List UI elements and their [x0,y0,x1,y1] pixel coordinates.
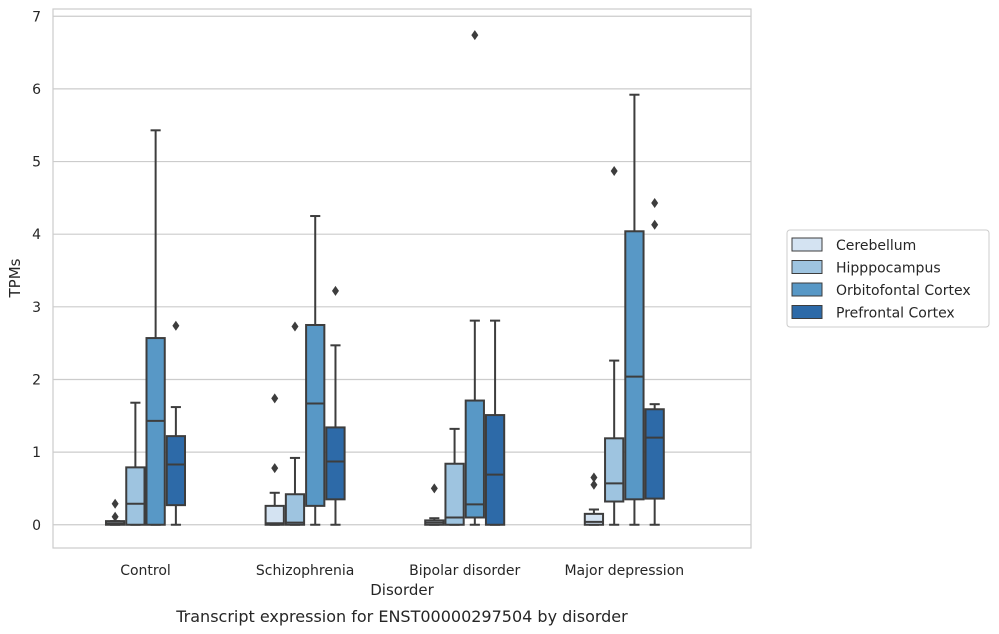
box [464,399,485,519]
outlier-point [651,197,659,208]
outlier-point [590,479,598,490]
y-axis-ticks: 0 1 2 3 4 5 6 7 [32,9,41,533]
outlier-point [430,483,438,494]
x-tick-label: Schizophrenia [256,563,354,579]
y-tick-label: 2 [32,372,41,388]
legend-label: Hipppocampus [836,261,941,277]
x-axis-ticks: Control Schizophrenia Bipolar disorder Majo… [120,563,684,579]
box-series [105,30,665,526]
box [604,437,625,503]
box [484,414,506,526]
outlier-point [610,165,618,176]
outlier-point [271,393,279,404]
box [165,435,186,507]
chart-caption: Transcript expression for ENST0000029750… [175,607,628,626]
y-tick-label: 3 [32,300,41,316]
x-axis-label: Disorder [370,581,434,599]
series-cerebellum [105,393,605,526]
y-tick-label: 6 [32,82,41,98]
y-tick-label: 4 [32,227,41,243]
box [264,504,285,526]
outlier-point [590,472,598,483]
series-prefrontal-cortex [165,197,665,526]
box [583,512,605,526]
box [624,230,645,501]
box [644,408,665,500]
outlier-point [111,498,119,509]
y-axis-label: TPMs [6,258,24,298]
legend-label: Prefrontal Cortex [836,306,955,322]
legend-swatch [791,305,823,319]
y-tick-label: 7 [32,9,41,25]
y-tick-label: 5 [32,155,41,171]
outlier-point [271,463,279,474]
legend: Cerebellum Hipppocampus Orbitofontal Corte… [786,229,990,328]
x-tick-label: Major depression [564,563,684,579]
box [145,337,166,526]
legend-frame [786,229,990,328]
legend-label: Cerebellum [836,238,916,254]
series-hipppocampus [125,165,625,526]
outlier-point [331,285,339,296]
outlier-point [291,321,299,332]
box [284,493,306,526]
x-tick-label: Bipolar disorder [409,563,520,579]
outlier-point [172,320,180,331]
box [125,466,146,526]
outlier-point [651,219,659,230]
legend-swatch [791,260,823,274]
y-tick-label: 0 [32,518,41,534]
box [444,462,465,526]
legend-label: Orbitofontal Cortex [836,283,971,299]
x-tick-label: Control [120,563,171,579]
plot-frame [52,8,752,549]
outlier-point [471,30,479,41]
y-tick-label: 1 [32,445,41,461]
legend-swatch [791,237,823,252]
series-orbitofontal-cortex [145,30,645,526]
box [325,426,346,501]
box [305,323,326,507]
legend-swatch [791,282,823,297]
outlier-point [111,511,119,522]
